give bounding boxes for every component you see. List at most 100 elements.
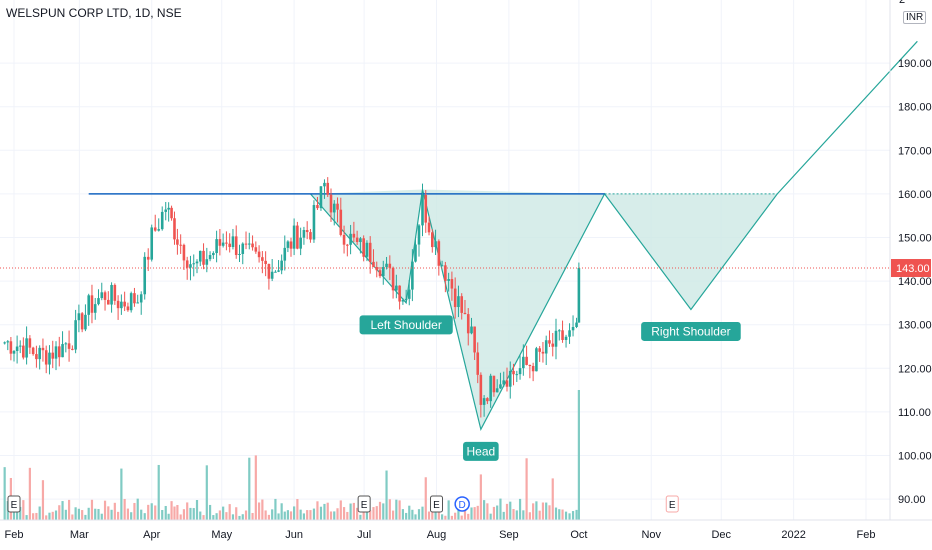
candle-body [136, 302, 140, 304]
candle-body [326, 182, 330, 195]
candle-body [486, 398, 489, 402]
volume-bar [545, 502, 548, 520]
candle-body [93, 304, 97, 313]
volume-bar [241, 514, 244, 520]
candle-body [407, 289, 411, 299]
volume-bar [113, 502, 116, 520]
current-price-label: 143.00 [896, 263, 930, 275]
volume-bar [97, 508, 100, 520]
volume-bar [535, 501, 538, 520]
candle-body [561, 330, 564, 340]
volume-bar [518, 498, 522, 520]
candle-body [264, 260, 267, 264]
time-tick-label: Feb [5, 529, 24, 541]
volume-bar [342, 507, 346, 520]
volume-bar [289, 511, 293, 520]
volume-bar [277, 513, 280, 520]
volume-bar [38, 506, 41, 520]
head-area [422, 189, 605, 430]
volume-bar [257, 502, 261, 520]
volume-bar [512, 509, 515, 520]
volume-bar [473, 507, 476, 520]
volume-bar [199, 511, 202, 520]
volume-bar [336, 508, 339, 520]
candle-body [35, 354, 38, 360]
candle-body [103, 292, 107, 300]
volume-bar [154, 505, 157, 520]
candle-body [378, 270, 382, 277]
candle-body [329, 194, 333, 213]
time-axis[interactable]: Feb Mar Apr May Jun Jul Aug Sep Oct Nov Dec 2022 Feb [0, 519, 932, 541]
volume-bar [470, 507, 473, 520]
time-tick-label: Jun [285, 529, 303, 541]
candle-body [404, 298, 408, 300]
volume-bar [323, 503, 326, 520]
volume-bar [541, 502, 545, 520]
candle-body [339, 209, 343, 235]
volume-bar [167, 513, 170, 520]
volume-bar [417, 509, 421, 520]
volume-bar [316, 501, 319, 520]
volume-bar [454, 512, 457, 520]
candle-body [544, 340, 548, 354]
candle-body [365, 242, 369, 257]
volume-bar [67, 499, 71, 520]
volume-bar [179, 514, 182, 520]
volume-bar [140, 509, 143, 520]
volume-bar [28, 467, 31, 520]
candle-body [44, 350, 48, 365]
candle-body [238, 253, 241, 255]
candle-body [221, 242, 225, 246]
candle-body [323, 182, 326, 187]
event-marker-label: E [11, 500, 18, 511]
volume-bar [489, 513, 492, 520]
candle-body [150, 227, 154, 260]
candle-body [385, 263, 388, 268]
candle-body [12, 351, 16, 354]
volume-bar [94, 508, 97, 520]
volume-bar [346, 511, 349, 520]
candle-body [554, 330, 558, 347]
volume-bar [110, 509, 113, 520]
volume-bar [359, 514, 362, 520]
candle-body [292, 225, 296, 249]
volume-bar [32, 513, 35, 520]
volume-bar [54, 510, 58, 520]
candle-body [277, 270, 280, 272]
volume-bar [222, 506, 225, 520]
volume-bar [164, 505, 167, 520]
volume-bar [22, 500, 25, 520]
candle-body [375, 267, 379, 271]
candle-body [228, 243, 231, 248]
candle-body [437, 241, 441, 266]
candle-body [336, 203, 339, 210]
volume-bar [522, 510, 525, 520]
volume-bar [238, 515, 241, 520]
price-axis[interactable]: 90.00 100.00 110.00 120.00 130.00 140.00 150.0… [889, 0, 932, 520]
candle-body [208, 255, 212, 260]
volume-bar [25, 515, 28, 520]
candle-body [440, 265, 444, 267]
volume-bar [401, 509, 404, 520]
volume-bar [375, 506, 378, 520]
volume-bar [568, 513, 571, 520]
volume-bar [427, 511, 431, 520]
annotation-box [463, 441, 499, 461]
candle-body [182, 244, 186, 261]
currency-badge[interactable]: INR [903, 11, 927, 24]
candle-body [568, 330, 571, 337]
candle-body [312, 205, 316, 240]
volume-bar [120, 468, 123, 520]
volume-bar [100, 513, 103, 520]
candle-body [9, 341, 13, 354]
volume-bar [228, 504, 231, 520]
candlesticks [0, 177, 890, 418]
volume-bar [261, 499, 264, 520]
volume-bar [309, 510, 312, 520]
candle-body [254, 247, 258, 252]
volume-bar [208, 504, 212, 520]
candle-body [457, 296, 460, 308]
volume-bar [48, 512, 51, 520]
candle-body [421, 195, 424, 226]
